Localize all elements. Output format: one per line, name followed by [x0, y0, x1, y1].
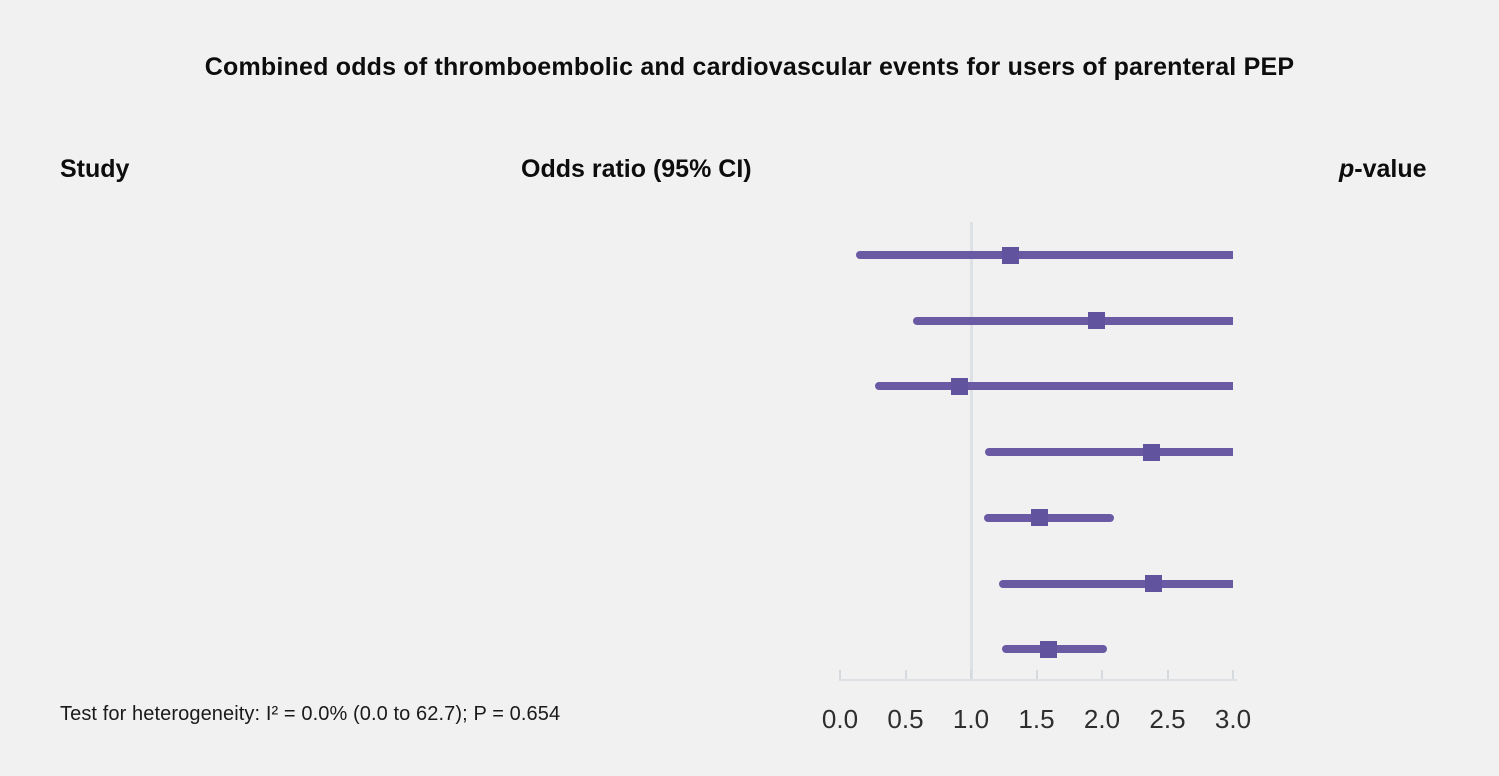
confidence-interval-line — [855, 251, 1233, 259]
column-header-odds-ratio: Odds ratio (95% CI) — [521, 155, 752, 183]
x-axis-tick — [970, 670, 972, 679]
x-axis-tick — [1035, 670, 1038, 679]
x-axis-tick-label: 1.5 — [1018, 704, 1055, 734]
heterogeneity-note: Test for heterogeneity: I² = 0.0% (0.0 t… — [60, 703, 561, 725]
x-axis-tick-label: 2.0 — [1083, 704, 1121, 734]
confidence-interval-line — [985, 448, 1233, 457]
confidence-interval-line — [875, 382, 1233, 391]
x-axis-tick-label: 0.0 — [821, 704, 859, 734]
x-axis-line — [839, 679, 1237, 681]
reference-line-1 — [969, 222, 973, 680]
confidence-interval-line — [913, 316, 1233, 325]
x-axis-tick — [1232, 670, 1234, 679]
odds-ratio-marker — [1039, 640, 1057, 658]
odds-ratio-marker — [1001, 246, 1019, 264]
odds-ratio-marker — [1030, 509, 1048, 527]
odds-ratio-marker — [1088, 312, 1106, 330]
x-axis-tick — [839, 670, 841, 679]
x-axis-tick-label: 1.0 — [952, 704, 990, 734]
column-header-study: Study — [60, 155, 130, 183]
odds-ratio-marker — [1143, 443, 1161, 461]
confidence-interval-line — [998, 579, 1233, 588]
column-header-p-value: p-value — [1339, 155, 1427, 183]
odds-ratio-marker — [950, 377, 968, 395]
x-axis-tick — [1166, 670, 1169, 679]
odds-ratio-marker — [1144, 575, 1162, 592]
chart-title: Combined odds of thromboembolic and card… — [204, 53, 1295, 81]
x-axis-tick-label: 2.5 — [1149, 704, 1186, 734]
x-axis-tick — [904, 670, 907, 679]
x-axis-tick-label: 0.5 — [887, 704, 924, 734]
confidence-interval-line — [984, 513, 1114, 522]
x-axis-tick — [1101, 670, 1103, 679]
x-axis-tick-label: 3.0 — [1214, 704, 1252, 734]
